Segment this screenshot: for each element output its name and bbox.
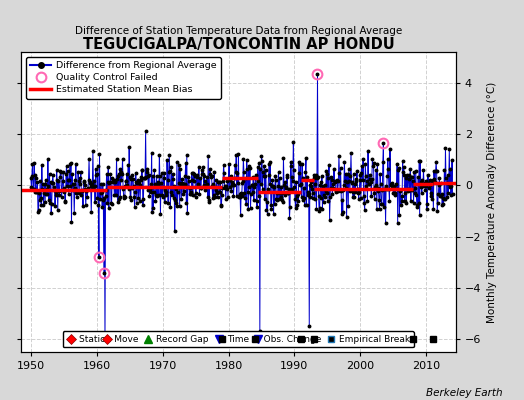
Legend: Station Move, Record Gap, Time of Obs. Change, Empirical Break: Station Move, Record Gap, Time of Obs. C… — [63, 331, 414, 348]
Title: TEGUCIGALPA/TONCONTIN AP HONDU: TEGUCIGALPA/TONCONTIN AP HONDU — [83, 37, 394, 52]
Text: Difference of Station Temperature Data from Regional Average: Difference of Station Temperature Data f… — [75, 26, 402, 36]
Y-axis label: Monthly Temperature Anomaly Difference (°C): Monthly Temperature Anomaly Difference (… — [487, 81, 497, 323]
Text: Berkeley Earth: Berkeley Earth — [427, 388, 503, 398]
